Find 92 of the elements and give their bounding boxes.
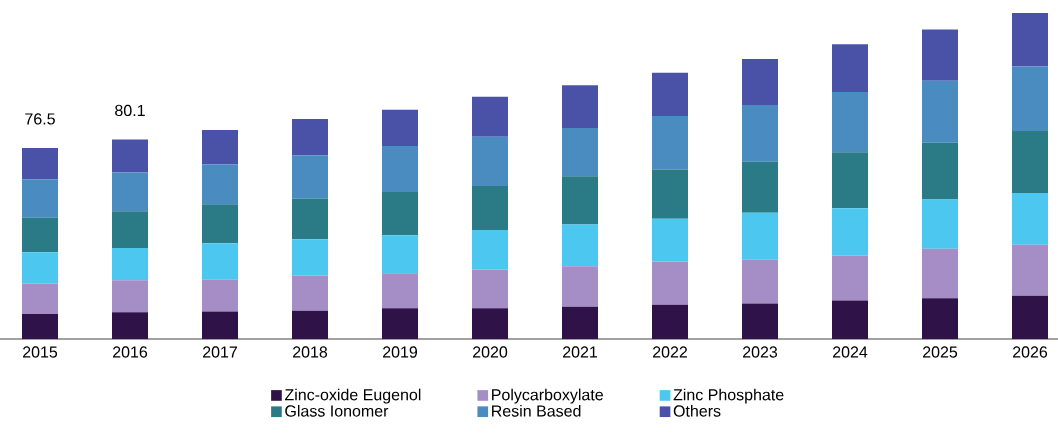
bar bbox=[922, 199, 958, 249]
bar bbox=[922, 29, 958, 81]
bar bbox=[472, 308, 508, 339]
bar bbox=[472, 136, 508, 187]
bar bbox=[562, 266, 598, 307]
bar bbox=[382, 273, 418, 309]
bar bbox=[652, 116, 688, 170]
bar bbox=[1012, 295, 1048, 339]
bar bbox=[382, 146, 418, 192]
bar bbox=[112, 139, 149, 173]
bar bbox=[1012, 131, 1048, 193]
bar bbox=[112, 211, 149, 249]
x-tick-label: 2023 bbox=[743, 346, 778, 358]
x-tick-label: 2017 bbox=[203, 346, 237, 358]
bar bbox=[562, 224, 598, 267]
bar bbox=[202, 204, 238, 244]
x-tick-label: 2026 bbox=[1013, 346, 1048, 358]
bar bbox=[922, 248, 958, 299]
bar bbox=[652, 304, 688, 339]
x-tick-label: 2024 bbox=[833, 346, 868, 358]
bar bbox=[292, 198, 328, 240]
bar bbox=[202, 279, 238, 312]
bar bbox=[1012, 244, 1048, 296]
bar bbox=[562, 85, 598, 129]
bar bbox=[292, 239, 328, 276]
bar bbox=[832, 255, 868, 301]
bar bbox=[202, 164, 238, 205]
bar bbox=[22, 179, 59, 218]
legend-label: Zinc-oxide Eugenol bbox=[284, 388, 421, 404]
bar bbox=[112, 280, 149, 313]
x-tick-label: 2019 bbox=[383, 346, 418, 358]
bar bbox=[652, 72, 688, 117]
bar bbox=[742, 58, 778, 105]
bar bbox=[472, 96, 508, 137]
bar bbox=[832, 300, 868, 339]
bar bbox=[292, 155, 328, 199]
bar bbox=[652, 261, 688, 305]
bar bbox=[202, 311, 238, 339]
x-tick-label: 2022 bbox=[653, 346, 687, 358]
bar bbox=[202, 243, 238, 280]
bar bbox=[922, 298, 958, 339]
bar bbox=[382, 191, 418, 236]
bar bbox=[22, 252, 59, 284]
bar bbox=[382, 235, 418, 274]
annotation: 76.5 bbox=[25, 113, 55, 125]
legend-label: Resin Based bbox=[492, 404, 581, 417]
bar bbox=[22, 147, 59, 180]
bar bbox=[112, 248, 149, 281]
bar bbox=[742, 161, 778, 213]
x-tick-label: 2021 bbox=[563, 346, 598, 358]
bar bbox=[742, 259, 778, 304]
x-tick-label: 2025 bbox=[923, 346, 958, 358]
bar bbox=[832, 44, 868, 92]
bar bbox=[112, 312, 149, 339]
bar bbox=[562, 128, 598, 177]
bar bbox=[832, 152, 868, 209]
bar bbox=[832, 91, 868, 153]
x-tick-label: 2018 bbox=[293, 346, 328, 358]
bar bbox=[472, 186, 508, 231]
bar bbox=[562, 176, 598, 225]
bar bbox=[832, 208, 868, 256]
bar bbox=[292, 310, 328, 339]
bar bbox=[562, 306, 598, 339]
bar bbox=[22, 217, 59, 253]
bar bbox=[922, 80, 958, 143]
bar bbox=[22, 283, 59, 314]
bar bbox=[472, 230, 508, 270]
bar bbox=[652, 169, 688, 219]
bar bbox=[1012, 192, 1048, 245]
annotation: 80.1 bbox=[115, 104, 145, 117]
bar bbox=[742, 303, 778, 339]
legend-label: Glass Ionomer bbox=[285, 404, 389, 417]
bar bbox=[1012, 66, 1048, 132]
legend-label: Others bbox=[673, 404, 721, 417]
bar bbox=[22, 313, 59, 339]
x-tick-label: 2015 bbox=[23, 346, 58, 358]
legend-label: Zinc Phosphate bbox=[673, 388, 784, 404]
bar bbox=[382, 308, 418, 339]
legend-label: Polycarboxylate bbox=[492, 388, 603, 404]
bar bbox=[112, 172, 149, 212]
bar bbox=[292, 275, 328, 311]
bar bbox=[742, 104, 778, 162]
bar bbox=[382, 109, 418, 146]
bar bbox=[202, 130, 238, 165]
bar bbox=[742, 212, 778, 260]
bar bbox=[922, 142, 958, 200]
bar bbox=[292, 118, 328, 156]
bar bbox=[472, 269, 508, 309]
x-tick-label: 2016 bbox=[113, 346, 148, 358]
bar bbox=[1012, 13, 1048, 67]
x-tick-label: 2020 bbox=[473, 346, 508, 358]
bar bbox=[652, 218, 688, 262]
